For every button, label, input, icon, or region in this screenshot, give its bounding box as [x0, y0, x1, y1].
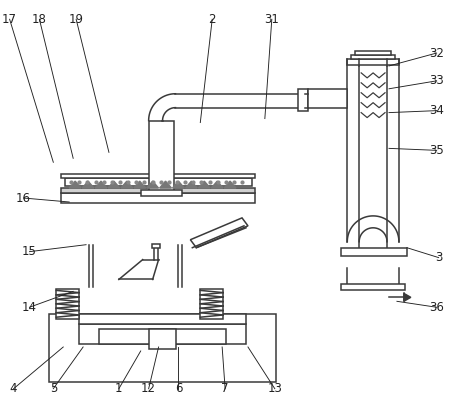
- Polygon shape: [119, 260, 158, 279]
- Text: 4: 4: [10, 382, 17, 395]
- Text: 36: 36: [429, 301, 444, 314]
- Polygon shape: [404, 293, 411, 301]
- Bar: [61, 174, 255, 178]
- Bar: [149, 329, 176, 349]
- Text: 19: 19: [69, 13, 84, 26]
- Text: 35: 35: [429, 144, 444, 157]
- Polygon shape: [121, 181, 133, 188]
- Bar: [79, 324, 246, 344]
- Bar: [56, 289, 79, 319]
- Bar: [308, 89, 347, 108]
- Text: 12: 12: [141, 382, 156, 395]
- Bar: [141, 190, 182, 196]
- Bar: [65, 178, 252, 186]
- Bar: [200, 289, 223, 319]
- Text: 18: 18: [32, 13, 47, 26]
- Polygon shape: [185, 181, 197, 188]
- Text: 2: 2: [208, 13, 216, 26]
- Bar: [99, 329, 226, 344]
- Bar: [149, 120, 174, 193]
- Polygon shape: [82, 181, 94, 188]
- Text: 7: 7: [221, 382, 229, 395]
- Text: 1: 1: [115, 382, 123, 395]
- Text: 34: 34: [429, 104, 444, 117]
- Polygon shape: [224, 181, 236, 188]
- Polygon shape: [159, 181, 171, 188]
- Text: 33: 33: [429, 74, 444, 87]
- Polygon shape: [191, 218, 248, 248]
- Polygon shape: [173, 181, 185, 188]
- Bar: [341, 248, 407, 256]
- Text: 3: 3: [435, 251, 442, 264]
- Text: 6: 6: [174, 382, 182, 395]
- Bar: [61, 193, 255, 203]
- Polygon shape: [147, 181, 158, 188]
- Text: 14: 14: [22, 301, 37, 314]
- Text: 16: 16: [16, 191, 31, 205]
- Text: 17: 17: [2, 13, 17, 26]
- Bar: [347, 59, 399, 65]
- Text: 5: 5: [49, 382, 57, 395]
- Polygon shape: [95, 181, 107, 188]
- Polygon shape: [69, 181, 81, 188]
- Bar: [49, 314, 276, 382]
- Bar: [61, 188, 255, 193]
- Bar: [298, 89, 308, 111]
- Bar: [341, 285, 405, 291]
- Text: 31: 31: [264, 13, 279, 26]
- Text: 15: 15: [22, 245, 37, 258]
- Bar: [79, 314, 246, 324]
- Bar: [152, 244, 159, 248]
- Bar: [355, 51, 391, 55]
- Polygon shape: [108, 181, 120, 188]
- Polygon shape: [211, 181, 223, 188]
- Polygon shape: [134, 181, 146, 188]
- Polygon shape: [198, 181, 210, 188]
- Text: 32: 32: [429, 46, 444, 60]
- Bar: [351, 55, 395, 59]
- Text: 13: 13: [267, 382, 282, 395]
